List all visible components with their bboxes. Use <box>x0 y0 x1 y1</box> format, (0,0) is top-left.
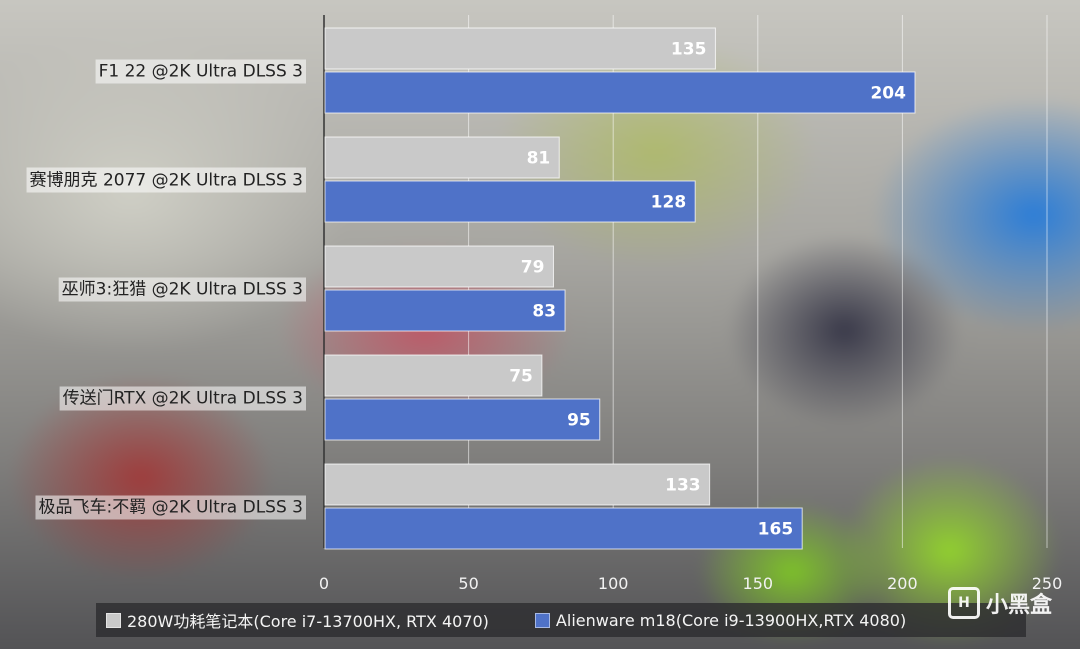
data-label-series-a-4: 75 <box>509 367 533 387</box>
legend-item-series-b: Alienware m18(Core i9-13900HX,RTX 4080) <box>534 610 907 630</box>
category-label-2: 赛博朋克 2077 @2K Ultra DLSS 3 <box>30 170 303 191</box>
legend-item-series-a: 280W功耗笔记本(Core i7-13700HX, RTX 4070) <box>106 608 489 632</box>
bar-layer <box>324 27 916 550</box>
legend-label-series-a: 280W功耗笔记本(Core i7-13700HX, RTX 4070) <box>127 612 489 631</box>
category-label-5: 极品飞车:不羁 @2K Ultra DLSS 3 <box>38 498 303 518</box>
legend: 280W功耗笔记本(Core i7-13700HX, RTX 4070) Ali… <box>96 603 1026 637</box>
data-label-series-b-3: 83 <box>532 302 556 322</box>
data-label-series-a-2: 81 <box>527 149 551 169</box>
category-label-backdrop-5 <box>35 495 306 520</box>
x-tick-label-100: 100 <box>598 574 629 593</box>
data-label-series-a-5: 133 <box>665 476 701 496</box>
data-label-series-b-5: 165 <box>758 520 794 540</box>
label-layer: 0 50 100 150 200 250 135 204 F1 22 @2K Ultra DLS… <box>26 40 1063 593</box>
bar-series-b-3 <box>324 289 566 332</box>
x-tick-label-0: 0 <box>319 574 329 593</box>
watermark-text: 小黑盒 <box>985 593 1052 618</box>
category-label-backdrop-4 <box>59 386 306 411</box>
bar-series-b-1 <box>324 71 916 114</box>
xiaoheihe-logo-icon: H <box>947 587 980 619</box>
bar-series-a-1 <box>324 27 716 70</box>
bar-series-b-4 <box>324 398 601 441</box>
bar-series-a-3 <box>324 245 554 288</box>
bar-series-a-2 <box>324 136 560 179</box>
x-tick-label-150: 150 <box>743 574 774 593</box>
legend-swatch-series-b <box>534 612 550 628</box>
x-tick-label-200: 200 <box>887 574 918 593</box>
category-label-1: F1 22 @2K Ultra DLSS 3 <box>99 62 303 82</box>
category-label-backdrop-3 <box>58 277 306 302</box>
data-label-series-a-3: 79 <box>521 258 545 278</box>
category-label-3: 巫师3:狂猎 @2K Ultra DLSS 3 <box>62 280 303 300</box>
bar-series-b-2 <box>324 180 696 223</box>
bar-series-b-5 <box>324 507 803 550</box>
data-label-series-a-1: 135 <box>671 40 707 60</box>
data-label-series-b-4: 95 <box>567 411 591 431</box>
legend-label-series-b: Alienware m18(Core i9-13900HX,RTX 4080) <box>555 610 907 630</box>
data-label-series-b-2: 128 <box>651 193 687 213</box>
x-tick-label-50: 50 <box>458 574 478 593</box>
category-label-backdrop-1 <box>95 59 306 84</box>
watermark: H 小黑盒 <box>947 587 1052 619</box>
data-label-series-b-1: 204 <box>870 84 906 104</box>
bar-series-a-5 <box>324 463 711 506</box>
category-label-backdrop-2 <box>26 167 306 193</box>
x-tick-label-250: 250 <box>1032 574 1063 593</box>
legend-swatch-series-a <box>106 612 121 628</box>
bar-series-a-4 <box>324 354 543 397</box>
category-label-4: 传送门RTX @2K Ultra DLSS 3 <box>63 389 303 409</box>
